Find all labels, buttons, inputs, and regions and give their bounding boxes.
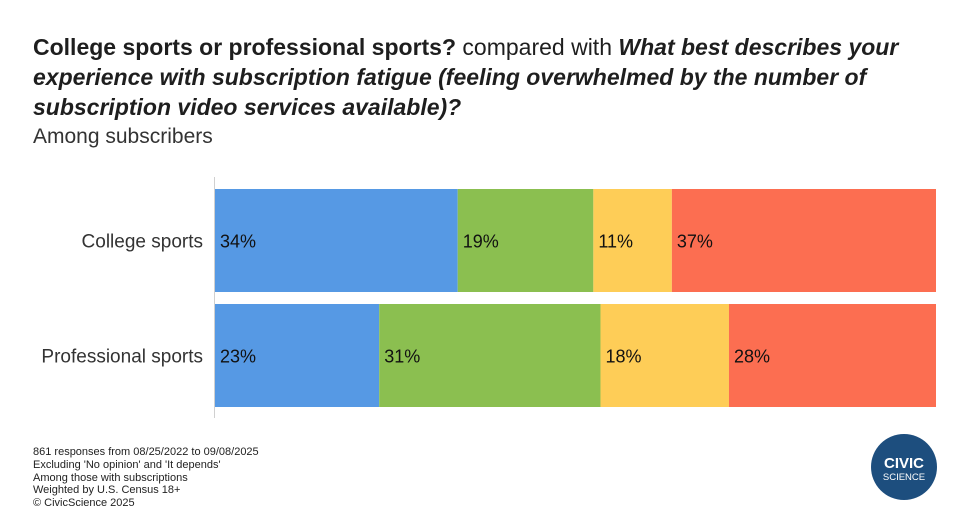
bar-segment [457, 189, 594, 292]
civicscience-logo: CIVIC SCIENCE [871, 434, 937, 500]
bar-value-label: 19% [463, 232, 499, 252]
bar-value-label: 18% [605, 347, 641, 367]
category-label: College sports [82, 232, 203, 253]
footnotes: 861 responses from 08/25/2022 to 09/08/2… [33, 446, 259, 510]
chart-title: College sports or professional sports? c… [33, 32, 943, 122]
logo-word-civic: CIVIC [884, 455, 924, 472]
bar-value-label: 28% [734, 347, 770, 367]
footnote-copyright: © CivicScience 2025 [33, 497, 135, 510]
logo-circle [871, 434, 937, 500]
logo-word-science: SCIENCE [883, 472, 925, 483]
bar-value-label: 37% [677, 232, 713, 252]
bar-segment [379, 304, 601, 407]
bar-segment [728, 304, 936, 407]
bar-segment [671, 189, 936, 292]
footnote-weighting: Weighted by U.S. Census 18+ [33, 484, 181, 497]
title-question-2: What best describes your experience with… [33, 34, 899, 120]
bar-segment [215, 189, 458, 292]
bar-segment [600, 304, 729, 407]
category-label: Professional sports [41, 347, 203, 368]
footnote-exclusions: Excluding 'No opinion' and 'It depends' [33, 458, 221, 471]
bar-segment [215, 304, 380, 407]
title-question-1: College sports or professional sports? [33, 34, 457, 60]
bar-segment [593, 189, 672, 292]
bar-value-label: 34% [220, 232, 256, 252]
footnote-responses: 861 responses from 08/25/2022 to 09/08/2… [33, 446, 259, 458]
footnote-population: Among those with subscriptions [33, 471, 188, 484]
chart-subtitle: Among subscribers [33, 125, 213, 148]
bar-value-label: 23% [220, 347, 256, 367]
title-connector: compared with [456, 34, 619, 60]
bar-value-label: 31% [384, 347, 420, 367]
bar-value-label: 11% [598, 232, 633, 252]
